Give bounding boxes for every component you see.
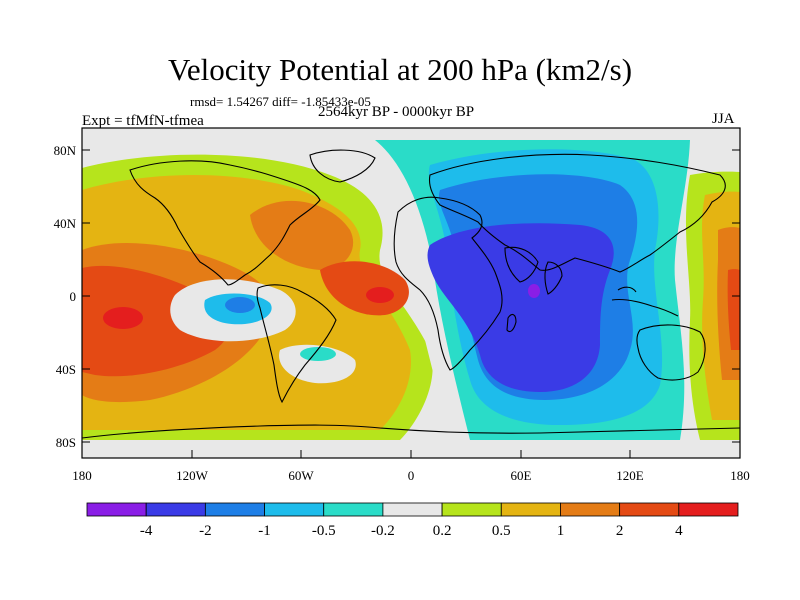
- colorbar-swatch: [145, 502, 206, 517]
- lon-labels: 180 120W 60W 0 60E 120E 180: [72, 468, 750, 483]
- period-label: 2564kyr BP - 0000kyr BP: [318, 104, 475, 120]
- lon-label: 0: [408, 468, 415, 483]
- map-title: Velocity Potential at 200 hPa (km2/s): [167, 52, 633, 87]
- colorbar-swatch: [382, 502, 443, 517]
- lat-ticks: [82, 149, 740, 443]
- lon-label: 120W: [176, 468, 209, 483]
- colorbar-swatch: [619, 502, 680, 517]
- map-frame: [81, 127, 741, 459]
- lon-label: 120E: [616, 468, 644, 483]
- colorbar-label: 0.5: [492, 523, 511, 539]
- colorbar-label: 0.2: [433, 523, 452, 539]
- season-label: JJA: [712, 111, 735, 127]
- coastlines: [82, 149, 740, 439]
- lat-labels: 80N 40N 0 40S 80S: [54, 143, 77, 450]
- experiment-label: Expt = tfMfN-tfmea: [82, 113, 204, 129]
- colorbar-label: 1: [557, 523, 565, 539]
- colorbar-label: -0.2: [371, 523, 395, 539]
- lon-label: 180: [72, 468, 92, 483]
- colorbar-label: -0.5: [312, 523, 336, 539]
- colorbar-swatch: [204, 502, 265, 517]
- lat-label: 0: [70, 289, 77, 304]
- lat-label: 80N: [54, 143, 77, 158]
- colorbar-swatch: [560, 502, 621, 517]
- colorbar-label: -4: [140, 523, 153, 539]
- colorbar-swatch: [678, 502, 739, 517]
- lon-ticks: [81, 450, 741, 458]
- colorbar-label: 2: [616, 523, 624, 539]
- colorbar-swatch: [323, 502, 384, 517]
- lat-label: 80S: [56, 435, 76, 450]
- colorbar-label: 4: [675, 523, 683, 539]
- colorbar-swatch: [86, 502, 147, 517]
- lon-label: 60E: [511, 468, 532, 483]
- colorbar: -4 -2 -1 -0.5 -0.2 0.2 0.5 1 2 4: [86, 502, 739, 539]
- colorbar-label: -2: [199, 523, 212, 539]
- lat-label: 40S: [56, 362, 76, 377]
- colorbar-swatch: [500, 502, 561, 517]
- map-panel: [82, 128, 740, 458]
- lon-label: 180: [730, 468, 750, 483]
- colorbar-label: -1: [258, 523, 271, 539]
- colorbar-swatch: [441, 502, 502, 517]
- colorbar-swatch: [264, 502, 325, 517]
- stats-subtitle: rmsd= 1.54267 diff= -1.85433e-05: [190, 94, 371, 109]
- negative-anomaly-east: [375, 140, 690, 440]
- lat-label: 40N: [54, 216, 77, 231]
- lon-label: 60W: [288, 468, 314, 483]
- positive-anomaly-east: [685, 171, 740, 441]
- negative-cells-americas: [204, 293, 336, 361]
